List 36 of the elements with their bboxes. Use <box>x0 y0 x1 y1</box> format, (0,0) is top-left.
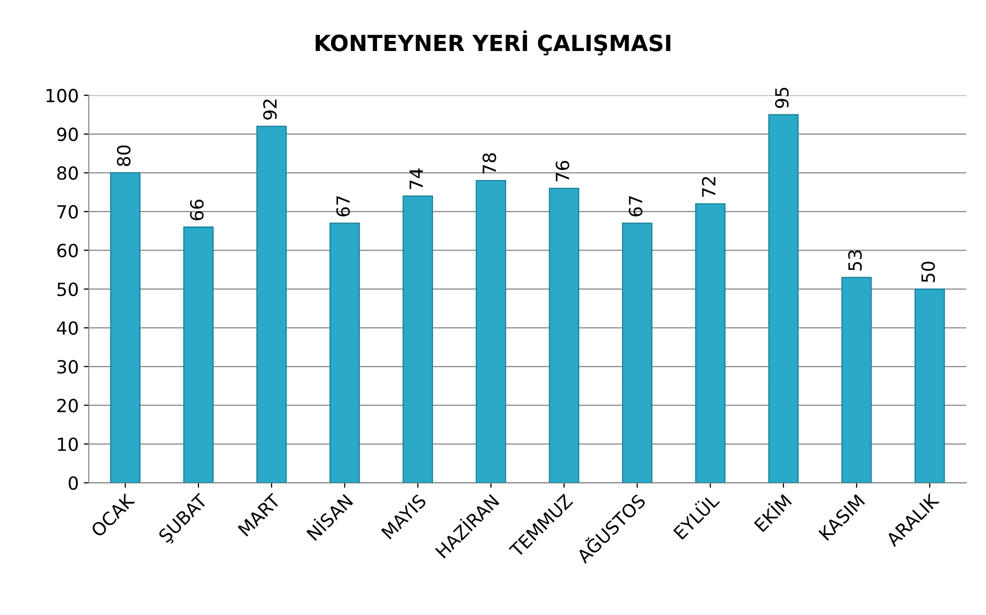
bar <box>622 222 652 483</box>
bar <box>183 226 214 483</box>
y-tick-label: 20 <box>57 398 78 412</box>
data-label: 72 <box>702 177 716 197</box>
bar <box>914 288 945 483</box>
bar <box>330 222 360 483</box>
y-tick-label: 30 <box>57 360 78 374</box>
data-label: 80 <box>116 145 131 166</box>
y-tick-label: 80 <box>57 166 78 180</box>
bar <box>256 126 287 483</box>
data-label: 66 <box>190 200 204 220</box>
y-tick-label: 90 <box>57 128 78 142</box>
y-tick-label: 40 <box>56 321 78 335</box>
bar <box>695 203 726 483</box>
data-label: 53 <box>848 250 862 270</box>
y-tick-label: 100 <box>46 88 78 102</box>
bar <box>110 172 140 483</box>
chart-title: KONTEYNER YERİ ÇALIŞMASI <box>316 30 670 56</box>
data-label: 78 <box>482 153 496 174</box>
data-label: 92 <box>263 100 277 120</box>
bar <box>548 188 580 483</box>
y-tick-label: 10 <box>58 437 78 452</box>
y-tick-label: 70 <box>58 205 78 219</box>
data-label: 95 <box>775 88 789 108</box>
bar <box>402 196 433 483</box>
y-tick-label: 50 <box>57 282 78 296</box>
y-tick-label: 60 <box>57 244 78 258</box>
bar <box>476 180 506 483</box>
data-label: 67 <box>336 196 350 216</box>
data-label: 67 <box>628 196 642 216</box>
data-label: 74 <box>410 168 423 190</box>
y-tick-label: 0 <box>68 476 78 490</box>
bar <box>841 276 872 483</box>
data-label: 50 <box>921 262 935 282</box>
data-label: 76 <box>556 160 570 182</box>
bar <box>768 114 799 483</box>
